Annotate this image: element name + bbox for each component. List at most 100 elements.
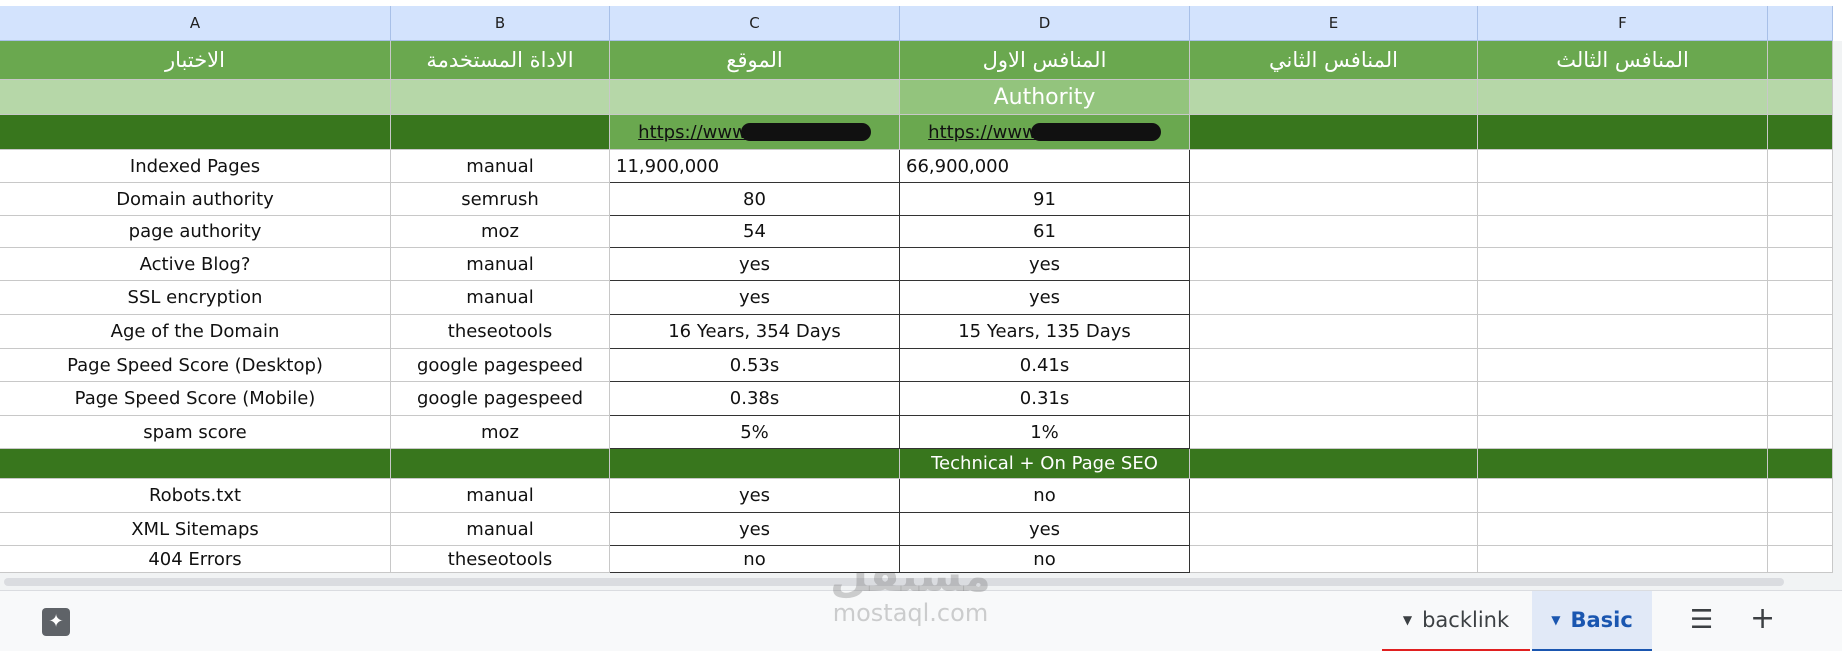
section-title[interactable]: Technical + On Page SEO bbox=[900, 449, 1190, 479]
header-cell[interactable] bbox=[1768, 41, 1833, 80]
scroll-thumb[interactable] bbox=[4, 578, 1784, 586]
value-cell[interactable]: no bbox=[900, 546, 1190, 573]
value-cell[interactable] bbox=[1190, 281, 1478, 315]
section-cell[interactable] bbox=[0, 80, 391, 115]
value-cell[interactable]: 91 bbox=[900, 183, 1190, 216]
value-cell[interactable]: yes bbox=[900, 281, 1190, 315]
value-cell[interactable] bbox=[1768, 479, 1833, 513]
url-cell[interactable] bbox=[1190, 115, 1478, 150]
value-cell[interactable] bbox=[1190, 479, 1478, 513]
value-cell[interactable]: 61 bbox=[900, 216, 1190, 248]
row-label[interactable]: Robots.txt bbox=[0, 479, 391, 513]
value-cell[interactable] bbox=[1478, 513, 1768, 546]
section-cell[interactable] bbox=[391, 449, 610, 479]
row-label[interactable]: Page Speed Score (Mobile) bbox=[0, 382, 391, 416]
value-cell[interactable] bbox=[1768, 315, 1833, 349]
url-cell[interactable]: https://www bbox=[900, 115, 1190, 150]
header-cell[interactable]: الاختبار bbox=[0, 41, 391, 80]
section-cell[interactable] bbox=[1190, 449, 1478, 479]
value-cell[interactable] bbox=[1768, 281, 1833, 315]
value-cell[interactable] bbox=[1478, 479, 1768, 513]
header-cell[interactable]: المنافس الاول bbox=[900, 41, 1190, 80]
url-link[interactable]: https://www bbox=[928, 121, 1037, 143]
value-cell[interactable] bbox=[1768, 349, 1833, 382]
value-cell[interactable]: yes bbox=[900, 513, 1190, 546]
value-cell[interactable] bbox=[1190, 248, 1478, 281]
tool-cell[interactable]: moz bbox=[391, 416, 610, 449]
value-cell[interactable]: 0.38s bbox=[610, 382, 900, 416]
value-cell[interactable]: yes bbox=[610, 513, 900, 546]
row-label[interactable]: page authority bbox=[0, 216, 391, 248]
value-cell[interactable] bbox=[1478, 315, 1768, 349]
value-cell[interactable] bbox=[1768, 216, 1833, 248]
tool-cell[interactable]: manual bbox=[391, 248, 610, 281]
section-cell[interactable] bbox=[391, 80, 610, 115]
value-cell[interactable]: yes bbox=[610, 248, 900, 281]
value-cell[interactable] bbox=[1478, 216, 1768, 248]
url-cell[interactable] bbox=[391, 115, 610, 150]
value-cell[interactable] bbox=[1190, 315, 1478, 349]
value-cell[interactable] bbox=[1190, 546, 1478, 573]
section-cell[interactable] bbox=[1768, 449, 1833, 479]
url-cell[interactable] bbox=[1768, 115, 1833, 150]
section-cell[interactable] bbox=[1478, 80, 1768, 115]
value-cell[interactable] bbox=[1768, 513, 1833, 546]
column-header[interactable]: C bbox=[610, 6, 900, 41]
column-header[interactable]: D bbox=[900, 6, 1190, 41]
url-cell[interactable]: https://www bbox=[610, 115, 900, 150]
section-cell[interactable] bbox=[610, 449, 900, 479]
section-title[interactable]: Authority bbox=[900, 80, 1190, 115]
value-cell[interactable] bbox=[1768, 416, 1833, 449]
add-sheet-button[interactable]: + bbox=[1750, 601, 1776, 636]
tool-cell[interactable]: google pagespeed bbox=[391, 382, 610, 416]
tool-cell[interactable]: semrush bbox=[391, 183, 610, 216]
row-label[interactable]: spam score bbox=[0, 416, 391, 449]
value-cell[interactable] bbox=[1190, 416, 1478, 449]
value-cell[interactable] bbox=[1768, 248, 1833, 281]
value-cell[interactable] bbox=[1478, 349, 1768, 382]
section-cell[interactable] bbox=[1190, 80, 1478, 115]
value-cell[interactable] bbox=[1190, 513, 1478, 546]
value-cell[interactable]: 15 Years, 135 Days bbox=[900, 315, 1190, 349]
tool-cell[interactable]: manual bbox=[391, 513, 610, 546]
section-cell[interactable] bbox=[610, 80, 900, 115]
value-cell[interactable]: 0.31s bbox=[900, 382, 1190, 416]
row-label[interactable]: SSL encryption bbox=[0, 281, 391, 315]
url-link[interactable]: https://www bbox=[638, 121, 747, 143]
value-cell[interactable] bbox=[1190, 382, 1478, 416]
tool-cell[interactable]: manual bbox=[391, 281, 610, 315]
explore-button[interactable]: ✦ bbox=[42, 608, 70, 636]
tool-cell[interactable]: google pagespeed bbox=[391, 349, 610, 382]
row-label[interactable]: Age of the Domain bbox=[0, 315, 391, 349]
row-label[interactable]: Active Blog? bbox=[0, 248, 391, 281]
value-cell[interactable]: 66,900,000 bbox=[900, 150, 1190, 183]
value-cell[interactable]: 5% bbox=[610, 416, 900, 449]
value-cell[interactable] bbox=[1478, 546, 1768, 573]
value-cell[interactable] bbox=[1768, 183, 1833, 216]
value-cell[interactable] bbox=[1768, 382, 1833, 416]
value-cell[interactable] bbox=[1190, 183, 1478, 216]
value-cell[interactable]: 0.53s bbox=[610, 349, 900, 382]
value-cell[interactable]: 16 Years, 354 Days bbox=[610, 315, 900, 349]
section-cell[interactable] bbox=[0, 449, 391, 479]
tool-cell[interactable]: manual bbox=[391, 150, 610, 183]
value-cell[interactable] bbox=[1190, 349, 1478, 382]
section-cell[interactable] bbox=[1478, 449, 1768, 479]
row-label[interactable]: Page Speed Score (Desktop) bbox=[0, 349, 391, 382]
value-cell[interactable] bbox=[1478, 382, 1768, 416]
value-cell[interactable]: 1% bbox=[900, 416, 1190, 449]
row-label[interactable]: Indexed Pages bbox=[0, 150, 391, 183]
tool-cell[interactable]: moz bbox=[391, 216, 610, 248]
value-cell[interactable] bbox=[1478, 150, 1768, 183]
row-label[interactable]: 404 Errors bbox=[0, 546, 391, 573]
column-header[interactable]: F bbox=[1478, 6, 1768, 41]
value-cell[interactable] bbox=[1768, 546, 1833, 573]
tool-cell[interactable]: manual bbox=[391, 479, 610, 513]
section-cell[interactable] bbox=[1768, 80, 1833, 115]
value-cell[interactable]: yes bbox=[610, 479, 900, 513]
column-header[interactable] bbox=[1768, 6, 1833, 41]
header-cell[interactable]: المنافس الثاني bbox=[1190, 41, 1478, 80]
url-cell[interactable] bbox=[1478, 115, 1768, 150]
column-header[interactable]: A bbox=[0, 6, 391, 41]
value-cell[interactable]: no bbox=[900, 479, 1190, 513]
